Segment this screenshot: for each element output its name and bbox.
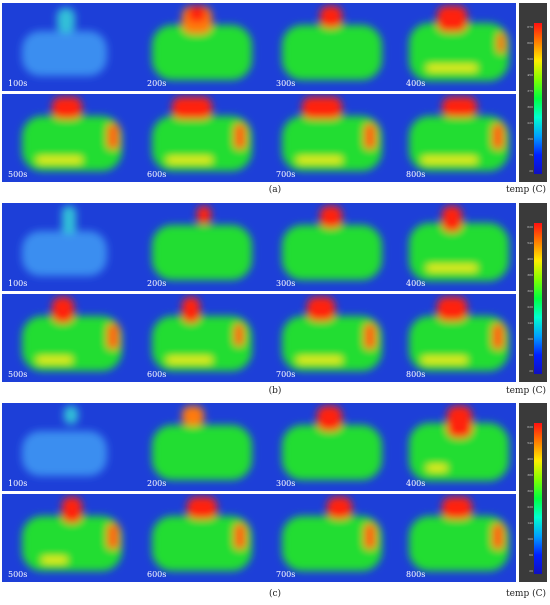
scale-tick: 220 [527, 305, 533, 309]
time-label: 600s [147, 370, 167, 379]
color-gradient [534, 423, 542, 574]
time-label: 200s [147, 279, 167, 288]
scale-tick: 20 [529, 369, 533, 373]
scale-tick: 225 [527, 121, 533, 125]
panel-caption: (c) [268, 589, 282, 599]
scale-tick: 220 [527, 505, 533, 509]
scale-tick: 300 [527, 489, 533, 493]
scale-tick: 150 [527, 137, 533, 141]
strip-separator [2, 291, 516, 294]
scale-tick: 300 [527, 105, 533, 109]
scale-tick: 375 [527, 89, 533, 93]
scale-tick: 100 [527, 337, 533, 341]
time-label: 800s [406, 170, 426, 179]
strip-separator [2, 91, 516, 94]
time-label: 800s [406, 370, 426, 379]
time-label: 300s [276, 479, 296, 488]
scale-tick: 380 [527, 273, 533, 277]
scale-tick: 100 [527, 537, 533, 541]
panel-b: 100s 200s 300s 400s [0, 203, 550, 403]
scale-tick: 540 [527, 241, 533, 245]
scale-tick: 140 [527, 521, 533, 525]
time-label: 600s [147, 570, 167, 579]
strip-separator [2, 491, 516, 494]
temperature-unit: temp (C) [505, 185, 546, 195]
color-scale: 670 600 520 450 375 300 225 150 75 20 [519, 3, 547, 182]
panel-a: 100s 200s 300s 400s [0, 0, 550, 200]
thermal-strip-bottom: 500s 600s 700s 800s [2, 294, 516, 382]
thermal-strip-bottom: 500s 600s 700s 800s [2, 494, 516, 582]
scale-tick: 300 [527, 289, 533, 293]
scale-tick: 60 [529, 553, 533, 557]
thermal-frames-bottom [22, 297, 509, 371]
scale-tick: 540 [527, 441, 533, 445]
time-label: 400s [406, 79, 426, 88]
time-label: 500s [8, 370, 28, 379]
thermal-strip-bottom: 500s 600s 700s 800s [2, 94, 516, 182]
time-label: 200s [147, 479, 167, 488]
scale-tick: 75 [529, 153, 533, 157]
scale-tick: 380 [527, 473, 533, 477]
scale-tick: 20 [529, 169, 533, 173]
time-label: 600s [147, 170, 167, 179]
scale-tick: 60 [529, 353, 533, 357]
scale-tick: 460 [527, 457, 533, 461]
time-label: 500s [8, 570, 28, 579]
temperature-unit: temp (C) [505, 386, 546, 396]
scale-tick: 600 [527, 41, 533, 45]
panel-caption: (a) [268, 185, 282, 195]
thermal-frames-top [22, 6, 509, 81]
scale-tick: 450 [527, 73, 533, 77]
panel-caption: (b) [268, 386, 282, 396]
color-gradient [534, 223, 542, 374]
panel-c: 100s 200s 300s 400s 500s 600s [0, 403, 550, 603]
time-label: 800s [406, 570, 426, 579]
scale-tick: 20 [529, 569, 533, 573]
time-label: 100s [8, 79, 28, 88]
time-label: 500s [8, 170, 28, 179]
time-label: 700s [276, 170, 296, 179]
thermal-strip-top: 100s 200s 300s 400s [2, 203, 516, 291]
scale-tick: 460 [527, 257, 533, 261]
time-label: 100s [8, 479, 28, 488]
time-label: 300s [276, 279, 296, 288]
thermal-frames-bottom [22, 497, 509, 571]
thermal-frames-bottom [22, 97, 509, 171]
scale-tick: 620 [527, 425, 533, 429]
time-label: 400s [406, 279, 426, 288]
scale-tick: 620 [527, 225, 533, 229]
color-scale: 620 540 460 380 300 220 140 100 60 20 [519, 203, 547, 382]
thermal-strip-top: 100s 200s 300s 400s [2, 3, 516, 91]
thermal-strip-top: 100s 200s 300s 400s [2, 403, 516, 491]
time-label: 700s [276, 370, 296, 379]
thermal-frames-top [22, 406, 509, 481]
time-label: 100s [8, 279, 28, 288]
color-scale: 620 540 460 380 300 220 140 100 60 20 [519, 403, 547, 582]
time-label: 200s [147, 79, 167, 88]
time-label: 300s [276, 79, 296, 88]
time-label: 400s [406, 479, 426, 488]
color-gradient [534, 23, 542, 174]
thermal-frames-top [22, 206, 509, 281]
scale-tick: 140 [527, 321, 533, 325]
temperature-unit: temp (C) [505, 589, 546, 599]
time-label: 700s [276, 570, 296, 579]
scale-tick: 670 [527, 25, 533, 29]
scale-tick: 520 [527, 57, 533, 61]
